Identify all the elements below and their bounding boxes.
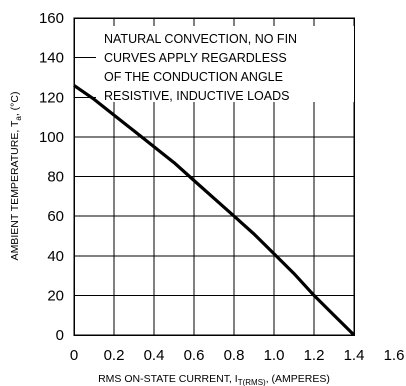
y-tick-label: 100 [39, 129, 64, 146]
y-axis-label-sub: a [14, 116, 23, 121]
x-tick-label: 0.6 [184, 347, 205, 364]
x-tick-label: 1.2 [304, 347, 325, 364]
x-axis-label-sub: T(RMS) [238, 378, 266, 386]
y-tick-label: 80 [47, 169, 64, 186]
y-axis-label-tail: , (°C) [9, 92, 21, 117]
x-axis-label: RMS ON-STATE CURRENT, IT(RMS), (AMPERES) [98, 373, 330, 386]
y-tick-label: 40 [47, 248, 64, 265]
x-tick-label: 1.0 [264, 347, 285, 364]
x-axis-label-main: RMS ON-STATE CURRENT, I [98, 373, 238, 385]
y-tick-label: 20 [47, 287, 64, 304]
x-tick-label: 1.6 [384, 347, 405, 364]
annotation-line-1: NATURAL CONVECTION, NO FIN [104, 32, 297, 46]
y-tick-label: 140 [39, 50, 64, 67]
x-axis-label-tail: , (AMPERES) [266, 373, 330, 385]
x-tick-label: 0.4 [144, 347, 165, 364]
plot-frame [73, 17, 355, 336]
y-axis-label-main: AMBIENT TEMPERATURE, T [9, 120, 21, 260]
y-tick-label: 0 [56, 327, 64, 344]
y-tick-label: 60 [47, 208, 64, 225]
x-tick-label: 1.4 [344, 347, 365, 364]
annotation-line-4: RESISTIVE, INDUCTIVE LOADS [104, 89, 289, 103]
derating-curve [73, 84, 356, 337]
annotation-box [96, 26, 354, 102]
y-axis-label: AMBIENT TEMPERATURE, Ta, (°C) [9, 92, 23, 261]
tick-labels: 0 20 40 60 80 100 120 140 160 0 0.2 0.4 0.6 0.8 1.0 1.2… [39, 10, 404, 364]
y-tick-label: 120 [39, 89, 64, 106]
annotation-line-3: OF THE CONDUCTION ANGLE [104, 70, 283, 84]
annotation-line-2: CURVES APPLY REGARDLESS [104, 51, 287, 65]
x-tick-label: 0 [70, 347, 78, 364]
x-tick-label: 0.8 [224, 347, 245, 364]
y-tick-label: 160 [39, 10, 64, 27]
x-tick-label: 0.2 [104, 347, 125, 364]
